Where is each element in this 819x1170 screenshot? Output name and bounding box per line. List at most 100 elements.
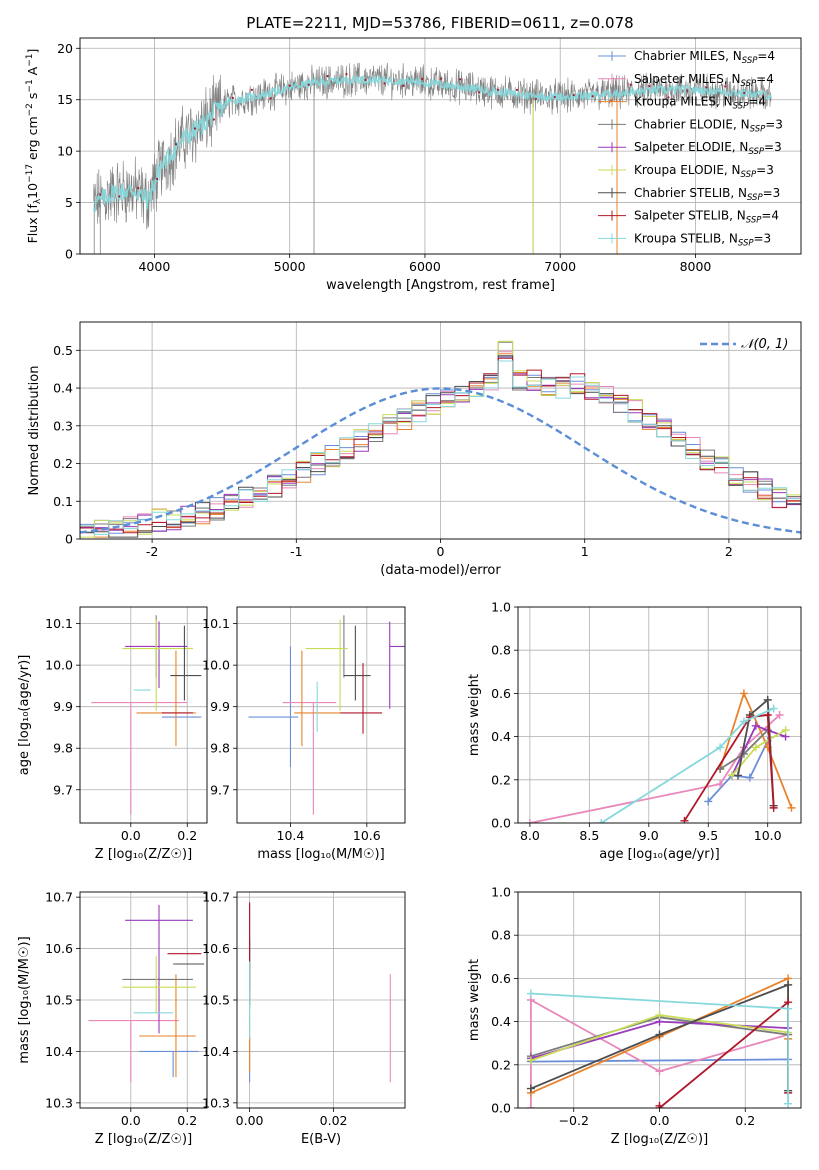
y-tick-label: 0.2 bbox=[491, 1057, 511, 1072]
y-tick-label: 0.4 bbox=[53, 381, 73, 396]
model-marker bbox=[686, 89, 689, 92]
model-marker bbox=[212, 118, 216, 121]
x-axis-label: Z [log₁₀(Z/Z☉)] bbox=[95, 1132, 192, 1147]
y-tick-label: 9.8 bbox=[210, 741, 230, 756]
model-marker bbox=[743, 91, 746, 95]
legend-nssp: =3 bbox=[754, 231, 772, 245]
point-kroupa-elodie bbox=[526, 1056, 535, 1065]
legend-text: Kroupa ELODIE, N bbox=[634, 163, 741, 177]
axes-frame bbox=[79, 37, 802, 255]
axes-frame bbox=[236, 606, 406, 824]
histogram-salpeter-miles bbox=[80, 351, 801, 534]
x-tick-label: 7000 bbox=[544, 259, 576, 274]
panel-mass-Z: 0.0 0.2 10.3 10.4 10.5 10.6 10.7 Z [log₁₀(Z/Z☉)… bbox=[17, 890, 208, 1147]
model-marker bbox=[99, 193, 102, 196]
y-tick-label: 10.1 bbox=[202, 616, 230, 631]
legend-subscript: SSP bbox=[742, 56, 758, 66]
grid bbox=[237, 607, 405, 823]
series-chabrier-miles bbox=[707, 740, 769, 803]
panel-spectrum: 4000 5000 6000 7000 8000 0 5 10 15 20 wavelength [… bbox=[25, 37, 802, 293]
series-kroupa-stelib bbox=[600, 707, 775, 823]
y-tick-label: 10.0 bbox=[202, 658, 230, 673]
y-tick-label: 10.7 bbox=[45, 890, 73, 905]
model-marker bbox=[307, 83, 310, 86]
model-marker bbox=[572, 94, 575, 97]
model-spectrum bbox=[92, 74, 772, 213]
y-tick-label: 10.0 bbox=[45, 658, 73, 673]
histogram-chabrier-elodie bbox=[80, 341, 801, 534]
model-marker bbox=[288, 84, 291, 87]
figure-title: PLATE=2211, MJD=53786, FIBERID=0611, z=0… bbox=[246, 14, 633, 32]
model-marker bbox=[326, 75, 329, 78]
y-axis-label: mass weight bbox=[467, 674, 482, 756]
point-salpeter-stelib bbox=[763, 711, 772, 719]
point-salpeter-miles bbox=[716, 780, 725, 789]
point-salpeter-miles bbox=[775, 711, 784, 719]
legend-label-chabrier-elodie: Chabrier ELODIE, NSSP=3 bbox=[634, 117, 783, 134]
y-tick-label: 0.5 bbox=[53, 343, 73, 358]
model-marker bbox=[174, 143, 178, 146]
x-tick-label: 8.0 bbox=[520, 828, 540, 843]
y-tick-label: 0.3 bbox=[53, 418, 73, 433]
y-tick-label: 9.8 bbox=[53, 741, 73, 756]
series-chabrier-miles bbox=[530, 1058, 789, 1063]
legend-label-kroupa-elodie: Kroupa ELODIE, NSSP=3 bbox=[634, 163, 774, 180]
point-salpeter-elodie bbox=[751, 721, 760, 730]
y-label-part: ] bbox=[25, 49, 40, 54]
x-tick-label: -1 bbox=[290, 544, 302, 559]
model-marker bbox=[724, 85, 727, 88]
legend-label-salpeter-miles: Salpeter MILES, NSSP=4 bbox=[634, 72, 774, 89]
point-kroupa-elodie bbox=[751, 743, 760, 752]
y-tick-label: 0.1 bbox=[53, 494, 73, 509]
axes-frame bbox=[517, 891, 802, 1109]
x-axis-label: Z [log₁₀(Z/Z☉)] bbox=[95, 847, 192, 862]
point-kroupa-elodie bbox=[655, 1011, 664, 1020]
y-tick-label: 0.0 bbox=[491, 1101, 511, 1116]
model-marker bbox=[193, 127, 197, 130]
point-chabrier-stelib bbox=[763, 695, 772, 704]
y-axis-label: Normed distribution bbox=[27, 366, 42, 496]
point-chabrier-miles bbox=[704, 797, 713, 806]
y-tick-label: 10.3 bbox=[45, 1095, 73, 1110]
legend-text: Chabrier ELODIE, N bbox=[634, 117, 750, 131]
y-tick-label: 10.3 bbox=[202, 1095, 230, 1110]
errorbar-kroupa-miles bbox=[139, 974, 196, 1078]
x-tick-label: 0.00 bbox=[236, 1113, 264, 1128]
errorbar-salpeter-miles bbox=[282, 701, 337, 815]
x-axis-label: wavelength [Angstrom, rest frame] bbox=[326, 278, 555, 293]
x-tick-label: 9.5 bbox=[698, 828, 718, 843]
x-tick-label: 0.2 bbox=[177, 1113, 197, 1128]
errorbar-chabrier-stelib bbox=[170, 625, 202, 701]
x-tick-label: 10.0 bbox=[754, 828, 782, 843]
point-salpeter-miles bbox=[526, 1104, 535, 1108]
x-axis-label: age [log₁₀(age/yr)] bbox=[599, 847, 720, 862]
model-marker bbox=[705, 86, 708, 89]
errorbar-chabrier-stelib bbox=[343, 625, 371, 701]
y-tick-label: 0.2 bbox=[53, 456, 73, 471]
grid bbox=[237, 892, 405, 1108]
y-tick-label: 10.5 bbox=[45, 993, 73, 1008]
y-label-part: −1 bbox=[25, 54, 35, 67]
point-salpeter-stelib bbox=[655, 1104, 664, 1108]
series-salpeter-stelib bbox=[683, 713, 775, 822]
axes-frame bbox=[517, 606, 802, 824]
x-tick-label: 0.0 bbox=[121, 828, 141, 843]
x-tick-label: 4000 bbox=[138, 259, 170, 274]
axes-frame bbox=[79, 606, 208, 824]
y-tick-label: 0 bbox=[65, 532, 73, 547]
legend-nssp: =3 bbox=[765, 117, 783, 131]
point-chabrier-miles bbox=[745, 773, 754, 782]
x-tick-label: 0.2 bbox=[735, 1113, 755, 1128]
panel-mass-ebv: 0.00 0.02 10.3 10.4 10.5 10.6 10.7 E(B-V) bbox=[202, 890, 406, 1147]
legend-subscript: SSP bbox=[741, 79, 757, 89]
grid bbox=[518, 606, 801, 824]
y-label-part: −2 bbox=[25, 103, 35, 116]
x-tick-label: 9.0 bbox=[639, 828, 659, 843]
x-tick-label: 8.5 bbox=[579, 828, 599, 843]
panel-age-mass: 10.4 10.6 9.7 9.8 9.9 10.0 10.1 mass [log₁₀(M/M… bbox=[202, 606, 406, 862]
panel-weight-Z: −0.2 0.0 0.2 0.0 0.2 0.4 0.6 0.8 1.0 Z [log₁₀(Z/Z… bbox=[467, 885, 802, 1147]
normal-curve bbox=[80, 387, 801, 534]
y-tick-label: 0.4 bbox=[491, 729, 511, 744]
histogram-kroupa-miles bbox=[80, 353, 801, 538]
